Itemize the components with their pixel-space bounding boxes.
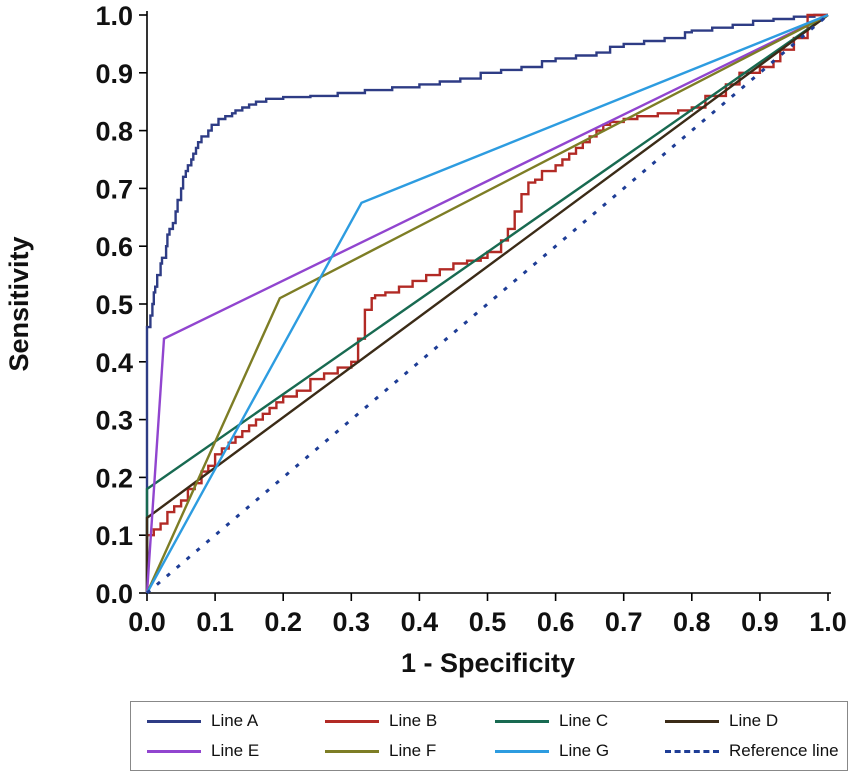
x-tick-label: 0.0	[128, 607, 166, 637]
legend-item-line-b: Line B	[309, 706, 479, 736]
y-tick-label: 0.3	[95, 406, 133, 436]
legend-item-line-f: Line F	[309, 736, 479, 766]
x-tick-label: 0.4	[401, 607, 439, 637]
legend-swatch-line-d	[665, 719, 719, 723]
series-line-b	[145, 13, 828, 593]
legend-item-reference-line: Reference line	[649, 736, 847, 766]
y-tick-label: 0.8	[95, 117, 133, 147]
y-tick-label: 0.0	[95, 579, 133, 609]
series-line-a	[145, 13, 828, 593]
y-tick-label: 1.0	[95, 1, 133, 31]
y-axis-title: Sensitivity	[4, 236, 34, 371]
legend-swatch-line-g	[495, 749, 549, 753]
x-tick-label: 0.9	[741, 607, 779, 637]
legend: Line A Line B Line C Line D Line E Line F Line…	[130, 701, 848, 771]
y-tick-label: 0.9	[95, 59, 133, 89]
x-tick-label: 0.3	[333, 607, 371, 637]
series-line-d	[145, 14, 829, 593]
x-tick-label: 0.7	[605, 607, 643, 637]
legend-label: Line E	[211, 741, 260, 760]
legend-item-line-a: Line A	[131, 706, 309, 736]
legend-item-line-g: Line G	[479, 736, 649, 766]
legend-swatch-line-c	[495, 719, 549, 723]
legend-label: Line G	[559, 741, 610, 760]
y-tick-label: 0.2	[95, 463, 133, 493]
x-tick-label: 0.8	[673, 607, 711, 637]
x-tick-label: 0.1	[196, 607, 234, 637]
x-tick-label: 0.5	[469, 607, 507, 637]
legend-label: Reference line	[729, 741, 839, 760]
legend-label: Line B	[389, 711, 438, 730]
legend-label: Line F	[389, 741, 437, 760]
legend-swatch-line-a	[147, 719, 201, 723]
series-reference-line	[146, 13, 829, 595]
legend-swatch-reference-line	[665, 749, 719, 753]
legend-swatch-line-f	[325, 749, 379, 753]
series-line-f	[145, 13, 829, 594]
y-tick-label: 0.7	[95, 174, 133, 204]
series-line-e	[145, 13, 829, 594]
x-tick-label: 0.2	[264, 607, 302, 637]
x-tick-label: 0.6	[537, 607, 575, 637]
y-tick-label: 0.1	[95, 521, 133, 551]
legend-label: Line C	[559, 711, 609, 730]
roc-chart-svg: 0.0 0.1 0.2 0.3 0.4 0.5 0.6 0.7 0.8 0.9 1.0 0.0 0.1 0…	[4, 1, 847, 678]
y-tick-label: 0.4	[95, 348, 133, 378]
legend-label: Line A	[211, 711, 259, 730]
legend-swatch-line-b	[325, 719, 379, 723]
series-line-g	[145, 13, 829, 594]
legend-swatch-line-e	[147, 749, 201, 753]
x-tick-label: 1.0	[809, 607, 847, 637]
legend-item-line-e: Line E	[131, 736, 309, 766]
legend-label: Line D	[729, 711, 779, 730]
y-tick-label: 0.6	[95, 232, 133, 262]
legend-item-line-d: Line D	[649, 706, 847, 736]
y-tick-label: 0.5	[95, 290, 133, 320]
plot-layer: 0.0 0.1 0.2 0.3 0.4 0.5 0.6 0.7 0.8 0.9 1.0 0.0 0.1 0…	[95, 1, 846, 637]
x-axis-title: 1 - Specificity	[401, 648, 575, 678]
legend-item-line-c: Line C	[479, 706, 649, 736]
